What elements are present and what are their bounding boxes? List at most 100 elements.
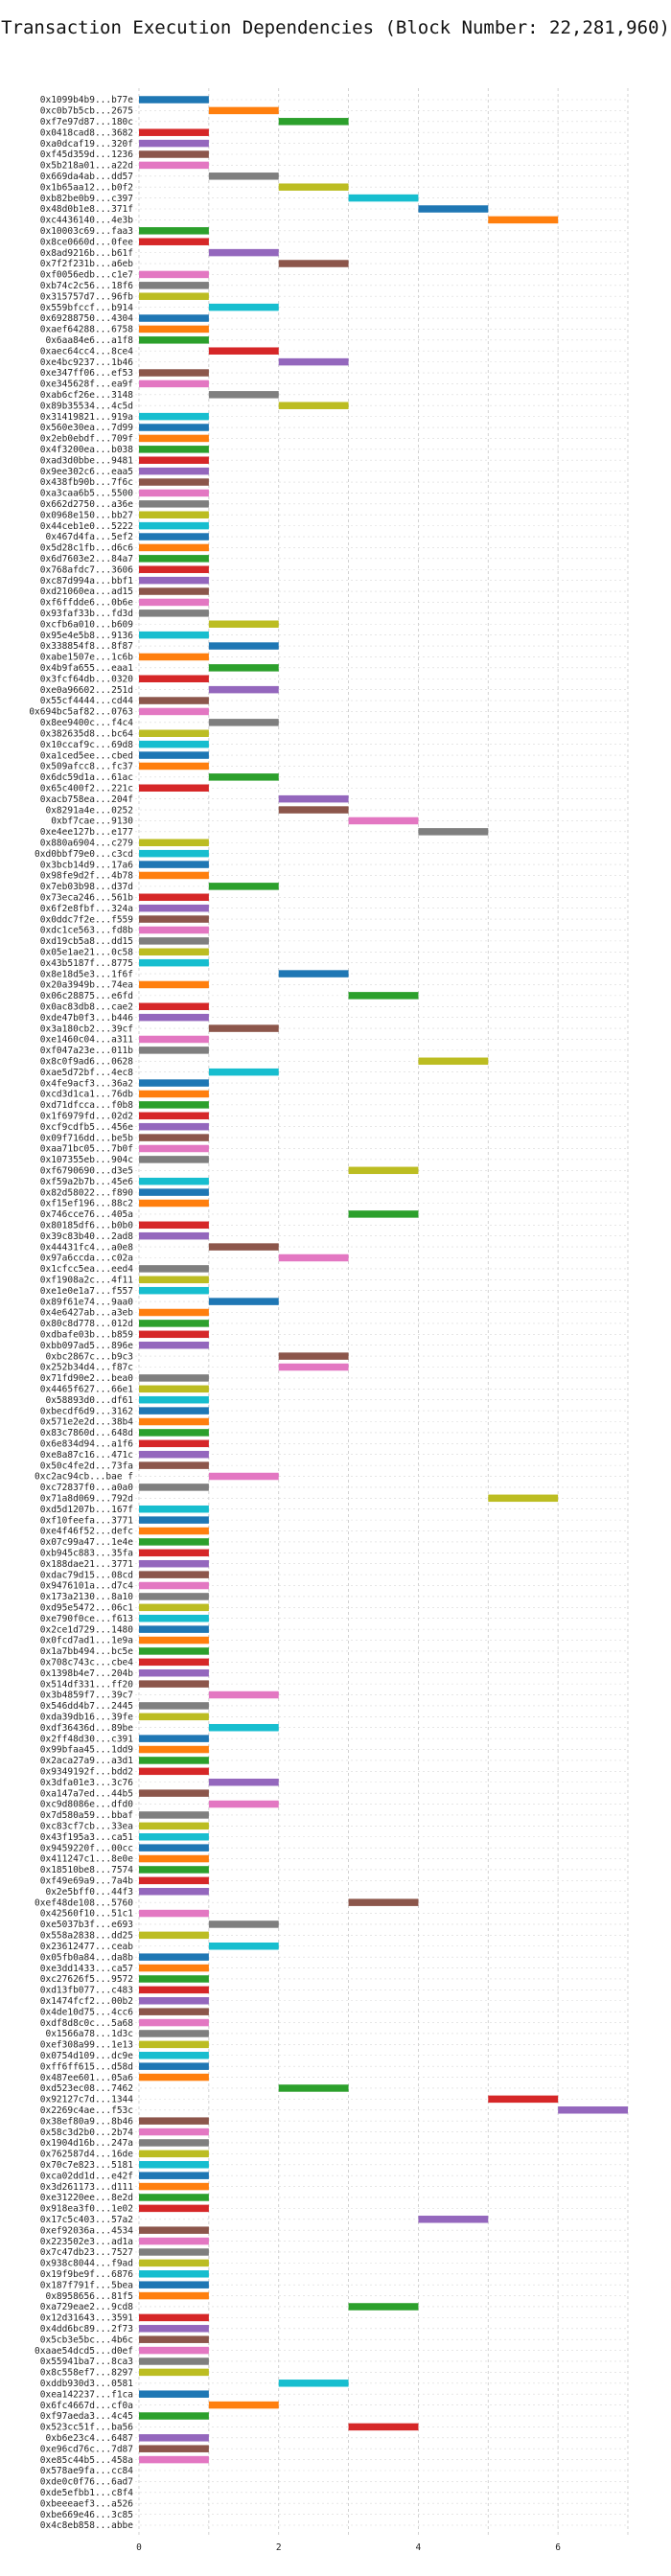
transaction-bar xyxy=(418,828,489,836)
y-tick-label: 0x662d2750...a36e xyxy=(40,499,134,510)
y-tick-label: 0x31419821...919a xyxy=(40,412,133,423)
y-tick-label: 0xf15ef196...88c2 xyxy=(40,1199,133,1209)
y-tick-label: 0x2e5bff0...44f3 xyxy=(45,1887,133,1898)
transaction-bar xyxy=(139,2434,209,2442)
y-tick-label: 0x89f61e74...9aa0 xyxy=(40,1297,134,1307)
y-tick-label: 0x23612477...ceab xyxy=(40,1942,134,1952)
y-tick-label: 0x83c7860d...648d xyxy=(40,1428,133,1438)
transaction-bar xyxy=(139,697,209,704)
transaction-bar xyxy=(139,555,209,563)
y-tick-label: 0x06c28875...e6fd xyxy=(40,991,133,1001)
y-tick-label: 0x411247c1...8e0e xyxy=(40,1854,134,1865)
transaction-bar xyxy=(139,2008,209,2015)
y-tick-label: 0xc72837f0...a0a0 xyxy=(40,1483,134,1493)
transaction-bar xyxy=(139,1265,209,1273)
y-tick-label: 0xef308a99...1e13 xyxy=(40,2040,133,2051)
y-tick-label: 0x8c558ef7...8297 xyxy=(40,2368,133,2379)
transaction-bar xyxy=(139,1112,209,1120)
y-tick-label: 0x746cce76...405a xyxy=(40,1209,133,1220)
transaction-bar xyxy=(139,1767,209,1776)
y-tick-label: 0xbeeeaef3...a526 xyxy=(40,2498,134,2509)
y-tick-label: 0x3d261173...d111 xyxy=(40,2182,134,2193)
transaction-bar xyxy=(208,1778,279,1786)
y-tick-label: 0x6e834d94...a1f6 xyxy=(40,1439,134,1450)
y-tick-label: 0x0418cad8...3682 xyxy=(40,127,133,138)
y-tick-label: 0x918ea3f0...1e02 xyxy=(40,2204,133,2215)
y-tick-label: 0x7d580a59...bbaf xyxy=(40,1810,133,1821)
transaction-bar xyxy=(139,1101,209,1109)
transaction-bar xyxy=(139,2445,209,2452)
y-tick-label: 0xabe1507e...1c6b xyxy=(40,653,134,663)
y-tick-label: 0xbf7cae...9130 xyxy=(51,816,133,827)
transaction-bar xyxy=(139,325,209,334)
transaction-bar xyxy=(139,751,209,759)
transaction-bar xyxy=(139,1516,209,1524)
transaction-bar xyxy=(139,533,209,540)
y-tick-label: 0xc9d8086e...dfd0 xyxy=(40,1800,134,1810)
y-tick-label: 0xe85c44b5...458a xyxy=(40,2455,133,2466)
y-tick-label: 0x252b34d4...f87c xyxy=(40,1363,133,1373)
transaction-bar xyxy=(139,511,209,518)
y-tick-label: 0xacb758ea...204f xyxy=(40,794,133,805)
transaction-bar xyxy=(139,707,209,716)
y-tick-label: 0x69288750...4304 xyxy=(40,313,134,324)
y-tick-label: 0xf7e97d87...180c xyxy=(40,117,133,127)
y-tick-label: 0xe8a87c16...471c xyxy=(40,1450,133,1460)
y-tick-label: 0x6d7603e2...84a7 xyxy=(40,554,133,564)
y-tick-label: 0x82d58022...f890 xyxy=(40,1187,134,1198)
y-tick-label: 0x43b5187f...8775 xyxy=(40,958,133,969)
transaction-bar xyxy=(139,2018,209,2027)
y-tick-label: 0x10003c69...faa3 xyxy=(40,226,133,237)
transaction-bar xyxy=(139,1844,209,1852)
y-tick-label: 0xc4436140...4e3b xyxy=(40,216,134,226)
y-tick-label: 0xa147a7ed...44b5 xyxy=(40,1788,133,1799)
transaction-bar xyxy=(208,248,279,257)
y-tick-label: 0x4c8eb858...abbe xyxy=(40,2520,134,2531)
y-tick-label: 0x9349192f...bdd2 xyxy=(40,1767,133,1778)
y-tick-label: 0x58893d0...df61 xyxy=(45,1395,133,1406)
y-tick-label: 0x07c99a47...1e4e xyxy=(40,1537,134,1548)
y-tick-label: 0x80c8d778...012d xyxy=(40,1319,133,1329)
transaction-bar xyxy=(208,2401,279,2409)
y-tick-label: 0x8c0f9ad6...0628 xyxy=(40,1056,134,1067)
transaction-bar xyxy=(208,773,279,781)
y-tick-label: 0xc83cf7cb...33ea xyxy=(40,1822,133,1832)
y-tick-label: 0xea142237...f1ca xyxy=(40,2389,133,2400)
transaction-bar xyxy=(139,1276,209,1284)
transaction-bar xyxy=(139,1614,209,1622)
y-tick-label: 0x1cfcc5ea...eed4 xyxy=(40,1264,134,1275)
y-tick-label: 0xf97aeda3...4c45 xyxy=(40,2411,133,2422)
y-tick-label: 0x98fe9d2f...4b78 xyxy=(40,871,134,882)
transaction-bar xyxy=(139,2073,209,2082)
transaction-bar xyxy=(139,1559,209,1568)
y-tick-label: 0x38ef80a9...8b46 xyxy=(40,2116,134,2127)
transaction-bar xyxy=(139,1735,209,1742)
transaction-bar xyxy=(139,1231,209,1240)
chart-title: Transaction Execution Dependencies (Bloc… xyxy=(1,17,670,38)
transaction-bar xyxy=(139,96,209,104)
transaction-bar xyxy=(139,839,209,847)
y-tick-label: 0x1566a78...1d3c xyxy=(45,2029,133,2039)
transaction-bar xyxy=(139,2270,209,2278)
transaction-bar xyxy=(139,849,209,858)
y-tick-label: 0xa0dcaf19...320f xyxy=(40,139,133,150)
transaction-bar xyxy=(139,2358,209,2365)
y-tick-label: 0x80185df6...b0b0 xyxy=(40,1220,134,1230)
transaction-bar xyxy=(278,1254,349,1262)
transaction-bar xyxy=(139,861,209,868)
y-tick-label: 0x71a8d069...792d xyxy=(40,1494,133,1505)
transaction-bar xyxy=(139,784,209,793)
transaction-bar xyxy=(139,1636,209,1644)
transaction-bar xyxy=(139,1832,209,1841)
transaction-bar xyxy=(139,948,209,956)
transaction-bar xyxy=(558,2106,628,2114)
y-tick-label: 0xe4f46f52...defc xyxy=(40,1527,133,1537)
y-tick-label: 0xf1908a2c...4f11 xyxy=(40,1275,134,1285)
transaction-bar xyxy=(208,1068,279,1076)
y-tick-label: 0x1f6979fd...02d2 xyxy=(40,1111,133,1121)
transaction-bar xyxy=(208,1024,279,1032)
transaction-bar xyxy=(139,238,209,245)
y-tick-label: 0xd523ec08...7462 xyxy=(40,2083,133,2094)
transaction-bar xyxy=(488,216,559,224)
